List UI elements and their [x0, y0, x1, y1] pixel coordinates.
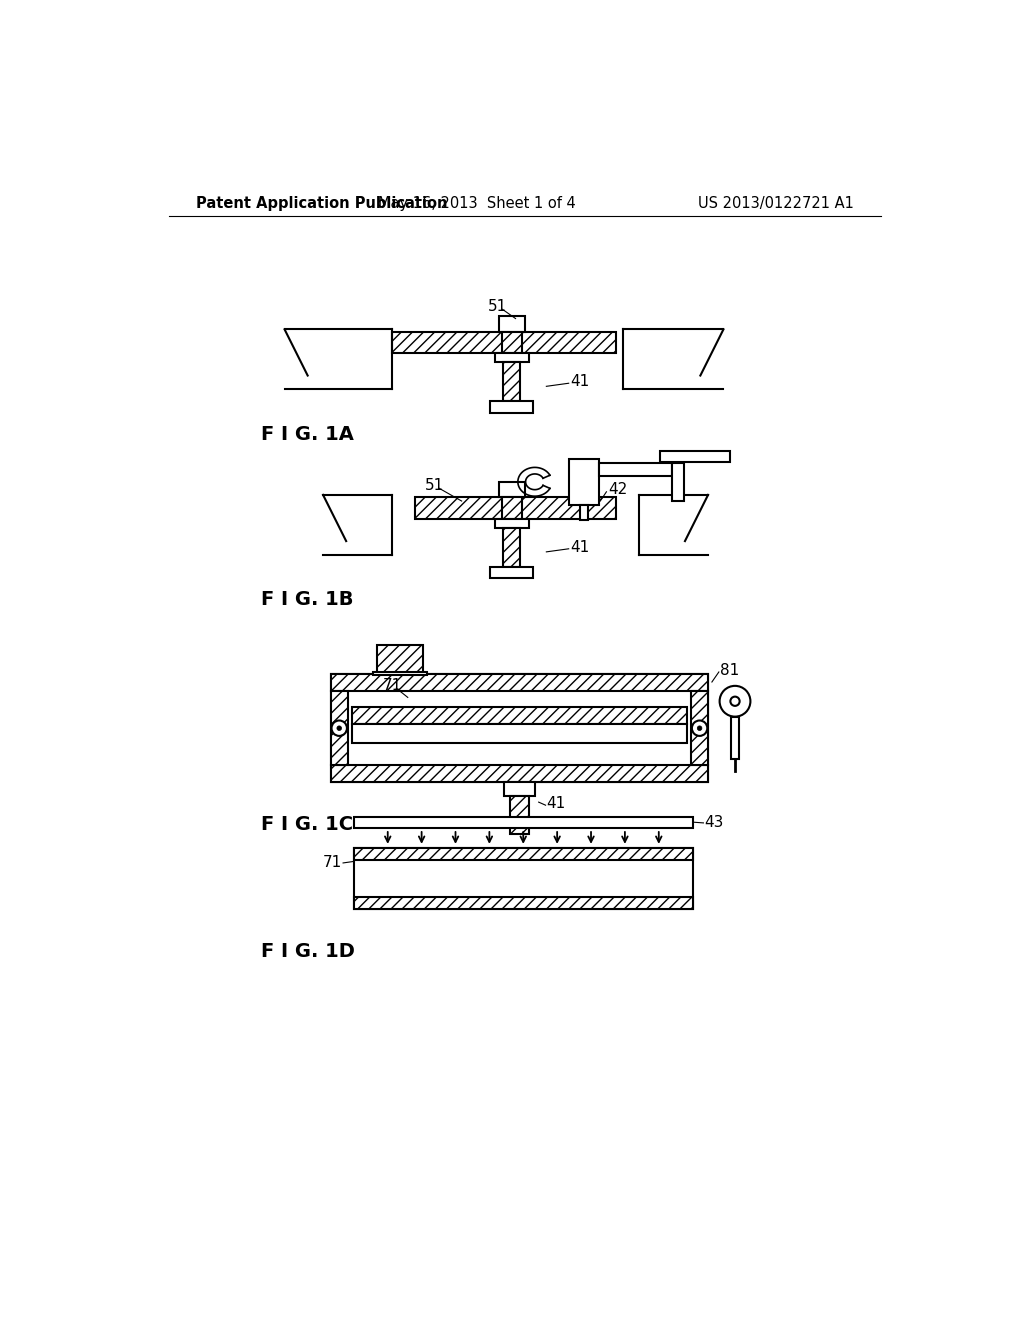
Bar — [331, 675, 708, 692]
Text: 41: 41 — [570, 374, 590, 389]
Text: F I G. 1C: F I G. 1C — [261, 814, 353, 834]
Text: F I G. 1D: F I G. 1D — [261, 942, 355, 961]
Bar — [490, 566, 534, 578]
Bar — [502, 498, 521, 519]
Bar — [691, 692, 708, 766]
Bar — [504, 781, 535, 796]
Bar — [499, 482, 524, 498]
Bar — [490, 401, 534, 412]
Bar — [495, 519, 528, 528]
Text: US 2013/0122721 A1: US 2013/0122721 A1 — [698, 195, 854, 211]
Bar — [499, 317, 524, 331]
Bar — [351, 723, 687, 743]
Bar — [731, 717, 739, 759]
Text: 43: 43 — [705, 814, 724, 830]
Text: 41: 41 — [570, 540, 590, 554]
Bar — [503, 528, 520, 566]
Bar — [331, 766, 708, 781]
Text: 71: 71 — [383, 678, 402, 693]
Text: 71: 71 — [323, 855, 342, 870]
Circle shape — [720, 686, 751, 717]
Text: F I G. 1A: F I G. 1A — [261, 425, 354, 444]
Bar — [354, 817, 692, 829]
Bar — [581, 506, 588, 520]
Circle shape — [697, 726, 701, 730]
Bar — [599, 462, 672, 477]
Bar — [503, 363, 520, 401]
Text: Patent Application Publication: Patent Application Publication — [196, 195, 447, 211]
Circle shape — [332, 721, 347, 737]
Bar — [502, 331, 521, 354]
Text: 51: 51 — [425, 478, 444, 494]
Text: 41: 41 — [547, 796, 565, 812]
Text: 42: 42 — [608, 482, 628, 498]
Text: May 16, 2013  Sheet 1 of 4: May 16, 2013 Sheet 1 of 4 — [378, 195, 575, 211]
Bar — [510, 796, 528, 834]
Bar — [354, 896, 692, 909]
Bar — [416, 498, 615, 519]
Circle shape — [337, 726, 342, 730]
Bar — [569, 459, 599, 506]
Bar — [354, 847, 692, 859]
Text: 51: 51 — [488, 298, 508, 314]
Bar — [672, 462, 684, 502]
Bar — [331, 675, 708, 781]
Bar — [377, 645, 423, 675]
Bar — [331, 692, 348, 766]
Circle shape — [692, 721, 708, 737]
Bar — [660, 451, 730, 462]
Text: F I G. 1B: F I G. 1B — [261, 590, 354, 609]
Bar — [495, 354, 528, 363]
Bar — [354, 847, 692, 909]
Circle shape — [730, 697, 739, 706]
Bar — [351, 706, 687, 723]
Bar — [392, 331, 615, 354]
Text: 81: 81 — [720, 663, 739, 678]
Bar — [373, 672, 427, 675]
